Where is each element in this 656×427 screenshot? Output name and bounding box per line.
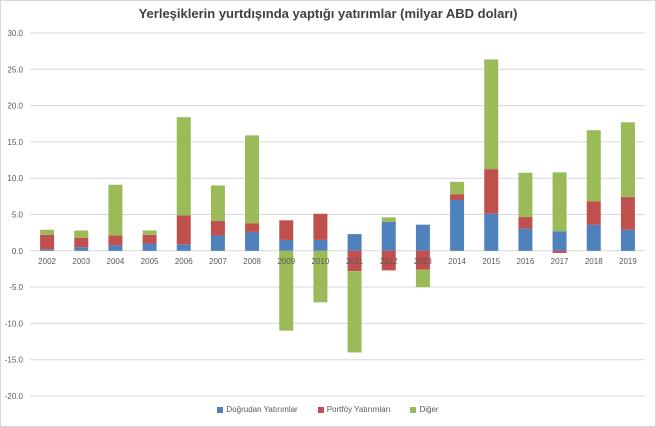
bar-2010-portfoy — [313, 213, 328, 240]
bar-2016-diger — [518, 172, 533, 218]
bar-2017-portfoy — [552, 250, 567, 253]
x-tick-label: 2005 — [141, 257, 159, 266]
bar-2009-dogrudan — [279, 239, 294, 251]
x-tick-label: 2004 — [107, 257, 125, 266]
bar-2005-dogrudan — [142, 243, 157, 251]
bar-2014-diger — [450, 181, 465, 195]
legend-label: Doğrudan Yatırımlar — [226, 405, 298, 414]
bar-2010-dogrudan — [313, 239, 328, 251]
y-tick-label: 0.0 — [12, 247, 24, 256]
legend: Doğrudan Yatırımlar Portföy Yatırımları Di… — [0, 405, 656, 415]
bar-2013-portfoy — [415, 250, 430, 270]
bar-2002-portfoy — [40, 234, 55, 250]
bar-2009-diger — [279, 250, 294, 331]
chart-title: Yerleşiklerin yurtdışında yaptığı yatırı… — [138, 6, 518, 21]
y-tick-label: 30.0 — [7, 29, 23, 38]
y-tick-label: -5.0 — [9, 283, 23, 292]
bar-2018-dogrudan — [586, 224, 601, 251]
bar-2008-diger — [245, 135, 260, 224]
x-tick-label: 2012 — [380, 257, 398, 266]
bar-2011-diger — [347, 271, 362, 353]
bar-2015-diger — [484, 59, 499, 170]
x-tick-label: 2018 — [585, 257, 603, 266]
x-tick-label: 2013 — [414, 257, 432, 266]
bar-2004-diger — [108, 184, 123, 236]
x-tick-label: 2015 — [482, 257, 500, 266]
legend-label: Portföy Yatırımları — [326, 405, 391, 414]
y-tick-label: 10.0 — [7, 174, 23, 183]
bar-2006-diger — [176, 117, 191, 216]
x-tick-label: 2011 — [346, 257, 364, 266]
bar-2009-portfoy — [279, 220, 294, 240]
y-tick-label: -15.0 — [5, 356, 24, 365]
legend-swatch — [410, 406, 417, 413]
bar-2005-portfoy — [142, 234, 157, 244]
bar-2006-portfoy — [176, 215, 191, 245]
legend-item: Diğer — [410, 405, 439, 414]
bar-2015-dogrudan — [484, 213, 499, 251]
bar-2016-portfoy — [518, 217, 533, 229]
legend-item: Doğrudan Yatırımlar — [217, 405, 298, 414]
bar-2012-dogrudan — [381, 221, 396, 251]
x-tick-label: 2009 — [277, 257, 295, 266]
bar-2014-dogrudan — [450, 199, 465, 251]
bar-2008-portfoy — [245, 223, 260, 232]
x-tick-label: 2014 — [448, 257, 466, 266]
y-tick-label: 20.0 — [7, 102, 23, 111]
y-tick-label: -10.0 — [5, 319, 24, 328]
legend-label: Diğer — [419, 405, 439, 414]
bar-2019-diger — [620, 122, 635, 198]
y-tick-label: 5.0 — [12, 211, 24, 220]
bar-2011-portfoy — [347, 250, 362, 272]
bar-2016-dogrudan — [518, 228, 533, 251]
bar-2018-portfoy — [586, 201, 601, 225]
x-tick-label: 2019 — [619, 257, 637, 266]
bar-2011-dogrudan — [347, 234, 362, 251]
bar-2017-dogrudan — [552, 231, 567, 251]
bar-2004-dogrudan — [108, 245, 123, 251]
bar-2005-diger — [142, 230, 157, 235]
bar-2007-portfoy — [210, 221, 225, 236]
bar-2007-dogrudan — [210, 235, 225, 251]
bar-2015-portfoy — [484, 169, 499, 214]
x-tick-label: 2003 — [72, 257, 90, 266]
x-tick-label: 2010 — [312, 257, 330, 266]
legend-swatch — [217, 406, 224, 413]
bar-2019-portfoy — [620, 197, 635, 230]
bar-2004-portfoy — [108, 235, 123, 246]
bar-2010-diger — [313, 250, 328, 303]
y-tick-label: 15.0 — [7, 138, 23, 147]
x-tick-label: 2006 — [175, 257, 193, 266]
x-tick-label: 2002 — [38, 257, 56, 266]
legend-item: Portföy Yatırımları — [317, 405, 391, 414]
bar-2012-portfoy — [381, 250, 396, 271]
bar-2006-dogrudan — [176, 244, 191, 251]
legend-swatch — [317, 406, 324, 413]
x-tick-label: 2007 — [209, 257, 227, 266]
x-tick-label: 2008 — [243, 257, 261, 266]
bar-2002-dogrudan — [40, 249, 55, 251]
bar-2008-dogrudan — [245, 231, 260, 251]
bar-2018-diger — [586, 130, 601, 202]
bar-2003-portfoy — [74, 237, 89, 248]
bar-2019-dogrudan — [620, 229, 635, 251]
y-tick-label: 25.0 — [7, 65, 23, 74]
bar-2013-dogrudan — [415, 224, 430, 251]
bar-2013-diger — [415, 269, 430, 288]
bar-2014-portfoy — [450, 194, 465, 200]
bar-2012-diger — [381, 217, 396, 222]
bar-2003-dogrudan — [74, 247, 89, 251]
x-tick-label: 2016 — [517, 257, 535, 266]
x-tick-label: 2017 — [551, 257, 569, 266]
bar-2002-diger — [40, 229, 55, 235]
y-tick-label: -20.0 — [5, 392, 24, 401]
bar-2017-diger — [552, 172, 567, 232]
bar-2007-diger — [210, 185, 225, 222]
bar-2003-diger — [74, 230, 89, 238]
